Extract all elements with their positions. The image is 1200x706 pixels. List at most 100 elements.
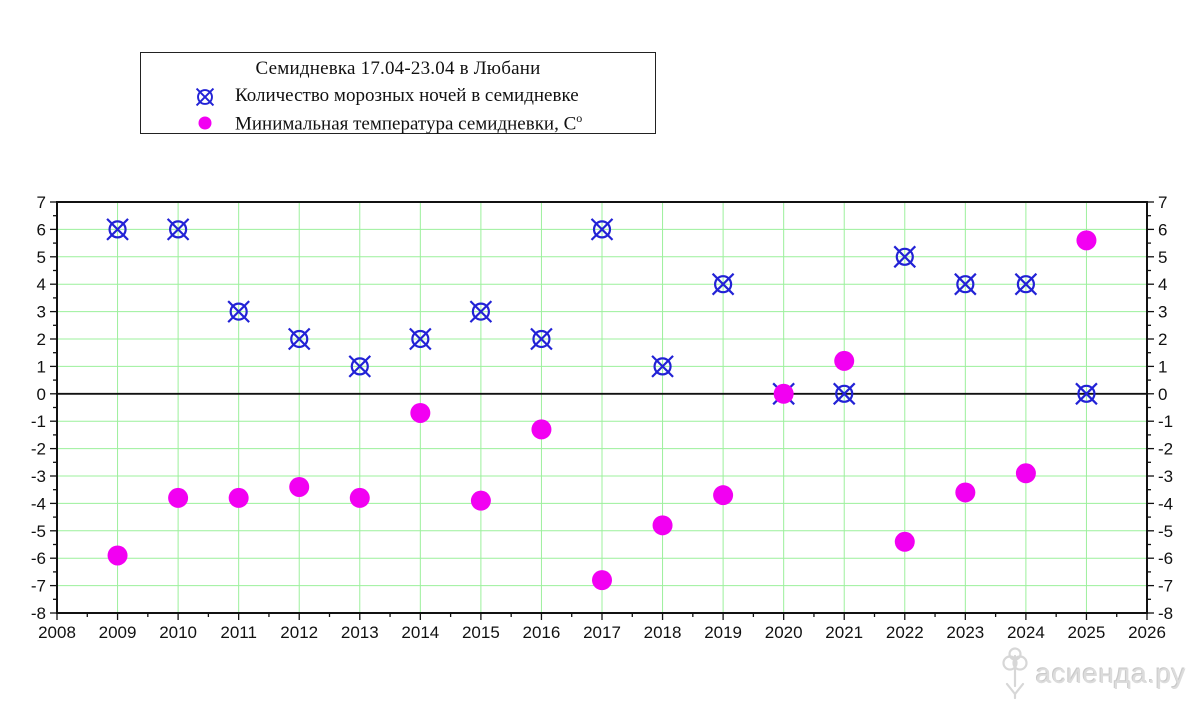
data-point-frost-nights [287, 327, 311, 351]
y-tick-label-left: -8 [31, 604, 46, 623]
x-tick-label: 2019 [704, 623, 742, 642]
y-tick-label-right: 1 [1158, 357, 1167, 376]
x-tick-label: 2024 [1007, 623, 1045, 642]
x-tick-label: 2022 [886, 623, 924, 642]
data-point-frost-nights [1075, 382, 1098, 406]
y-tick-label-right: 0 [1158, 385, 1167, 404]
y-tick-label-right: 6 [1158, 220, 1167, 239]
series-min-temp [107, 230, 1097, 591]
x-tick-label: 2009 [99, 623, 137, 642]
y-tick-label-left: -5 [31, 522, 46, 541]
data-point-min-temp [107, 545, 128, 566]
y-tick-label-right: 5 [1158, 248, 1167, 267]
y-tick-label-left: 5 [37, 248, 46, 267]
watermark-text: асиенда.ру [1035, 658, 1186, 689]
data-point-min-temp [592, 570, 612, 591]
x-tick-label: 2013 [341, 623, 379, 642]
data-point-min-temp [410, 402, 431, 423]
y-tick-label-right: 3 [1158, 303, 1167, 322]
data-point-min-temp [713, 485, 734, 506]
data-point-min-temp [1015, 463, 1036, 484]
x-tick-label: 2018 [644, 623, 682, 642]
y-tick-label-right: -2 [1158, 440, 1173, 459]
data-point-min-temp [773, 383, 794, 404]
x-tick-label: 2008 [38, 623, 76, 642]
data-point-frost-nights [1014, 272, 1038, 296]
y-tick-label-right: -3 [1158, 467, 1173, 486]
y-tick-label-right: -4 [1158, 494, 1173, 513]
y-tick-label-left: 1 [37, 357, 46, 376]
x-tick-label: 2012 [280, 623, 318, 642]
dot-icon [198, 116, 212, 130]
data-point-min-temp [894, 531, 915, 552]
legend-label-min-temp: Минимальная температура семидневки, Со [235, 111, 583, 135]
data-point-frost-nights [893, 245, 917, 269]
data-point-frost-nights [590, 218, 614, 241]
x-tick-label: 2025 [1068, 623, 1106, 642]
y-tick-label-right: -8 [1158, 604, 1173, 623]
series-frost-nights [106, 218, 1098, 406]
watermark: асиенда.ру [1000, 646, 1186, 702]
data-point-frost-nights [651, 355, 674, 378]
y-tick-label-left: 2 [37, 330, 46, 349]
data-point-min-temp [1076, 230, 1097, 251]
data-point-frost-nights [166, 218, 190, 241]
y-tick-label-right: -6 [1158, 549, 1173, 568]
y-tick-label-left: -1 [31, 412, 46, 431]
y-tick-label-left: -3 [31, 467, 46, 486]
y-tick-label-left: 6 [37, 220, 46, 239]
data-point-min-temp [470, 490, 491, 511]
gridlines [57, 202, 1147, 613]
axis-labels: 2008 2009 2010 2011 2012 2013 2014 2015 2016 2017… [31, 193, 1173, 642]
chart-title: Семидневка 17.04-23.04 в Любани [255, 58, 541, 79]
data-point-min-temp [349, 487, 370, 508]
y-tick-label-right: 2 [1158, 330, 1167, 349]
x-tick-label: 2020 [765, 623, 803, 642]
data-point-min-temp [834, 350, 855, 371]
data-point-frost-nights [106, 218, 129, 241]
y-tick-label-left: 4 [37, 275, 46, 294]
y-tick-label-left: 7 [37, 193, 46, 212]
chart-legend: Семидневка 17.04-23.04 в Любани Количест… [140, 52, 656, 134]
legend-label-frost-nights: Количество морозных ночей в семидневке [235, 85, 579, 106]
x-tick-label: 2026 [1128, 623, 1166, 642]
x-tick-label: 2014 [401, 623, 439, 642]
y-tick-label-left: -7 [31, 577, 46, 596]
y-tick-label-left: 3 [37, 303, 46, 322]
x-tick-label: 2021 [825, 623, 863, 642]
data-point-min-temp [955, 482, 976, 503]
y-tick-label-left: -4 [31, 494, 46, 513]
x-tick-label: 2016 [523, 623, 561, 642]
y-tick-label-left: -6 [31, 549, 46, 568]
y-tick-label-right: 7 [1158, 193, 1167, 212]
y-tick-label-left: 0 [37, 385, 46, 404]
circle-x-icon [195, 87, 215, 107]
y-tick-label-right: 4 [1158, 275, 1167, 294]
data-point-frost-nights [469, 300, 493, 323]
data-point-frost-nights [409, 327, 432, 351]
axis-ticks [50, 201, 1154, 620]
legend-item-min-temp: Минимальная температура семидневки, Со [141, 111, 655, 135]
y-tick-label-right: -1 [1158, 412, 1173, 431]
data-point-min-temp [531, 419, 552, 440]
data-point-min-temp [652, 515, 673, 536]
data-point-frost-nights [832, 382, 856, 406]
x-tick-label: 2017 [583, 623, 621, 642]
y-tick-label-right: -7 [1158, 577, 1173, 596]
data-point-frost-nights [954, 272, 977, 296]
legend-item-frost-nights: Количество морозных ночей в семидневке [141, 85, 655, 109]
y-tick-label-right: -5 [1158, 522, 1173, 541]
data-point-min-temp [168, 487, 189, 508]
y-tick-label-left: -2 [31, 440, 46, 459]
x-tick-label: 2010 [159, 623, 197, 642]
data-point-min-temp [228, 487, 249, 508]
data-point-frost-nights [348, 355, 372, 378]
data-point-frost-nights [711, 272, 735, 296]
asienda-logo-icon [1002, 647, 1028, 700]
x-tick-label: 2023 [946, 623, 984, 642]
data-point-min-temp [289, 476, 310, 497]
x-tick-label: 2011 [220, 623, 257, 642]
data-point-frost-nights [530, 327, 553, 351]
